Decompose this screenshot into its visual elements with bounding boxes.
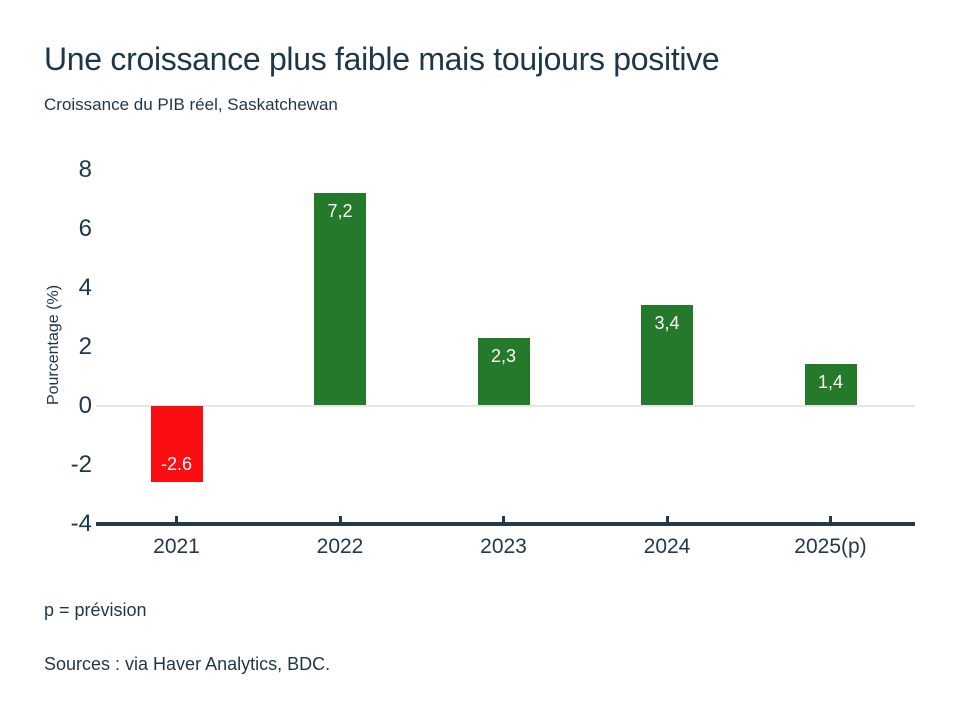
bar-value-label: 7,2 <box>327 201 353 222</box>
bar-value-label: 1,4 <box>817 372 844 393</box>
x-axis-tick-label: 2025(p) <box>794 535 867 558</box>
bar-value-label: -2.6 <box>160 454 193 475</box>
bar: 3,4 <box>641 305 693 406</box>
y-axis-tick-label: 0 <box>78 391 92 419</box>
zero-gridline <box>96 404 915 407</box>
y-axis-tick-label: 2 <box>78 332 92 360</box>
x-axis-tick <box>665 516 669 522</box>
x-axis-tick-label: 2021 <box>153 535 200 558</box>
y-axis-tick-label: 4 <box>78 273 92 301</box>
bar: 1,4 <box>804 364 857 406</box>
bar: 7,2 <box>314 193 366 406</box>
y-axis-tick-label: -2 <box>70 450 92 478</box>
x-axis-tick-label: 2023 <box>480 535 527 558</box>
x-axis-line <box>96 522 915 526</box>
y-axis-tick-label: 6 <box>78 214 92 242</box>
sources-note: Sources : via Haver Analytics, BDC. <box>44 654 331 674</box>
y-axis-tick-label: 8 <box>78 155 92 183</box>
bar: -2.6 <box>150 405 203 483</box>
forecast-footnote: p = prévision <box>44 600 147 620</box>
x-axis-tick-label: 2024 <box>643 535 691 558</box>
x-axis-tick <box>502 516 505 522</box>
x-axis-tick <box>338 516 342 522</box>
bar-value-label: 2,3 <box>490 345 517 366</box>
chart-subtitle: Croissance du PIB réel, Saskatchewan <box>44 95 338 114</box>
x-axis-tick <box>175 516 178 522</box>
x-axis-tick-label: 2022 <box>316 535 364 558</box>
bar-value-label: 3,4 <box>654 313 680 334</box>
y-axis-tick-label: -4 <box>70 509 92 537</box>
bar: 2,3 <box>477 337 530 406</box>
x-axis-tick <box>829 516 832 522</box>
chart-title: Une croissance plus faible mais toujours… <box>44 41 720 77</box>
